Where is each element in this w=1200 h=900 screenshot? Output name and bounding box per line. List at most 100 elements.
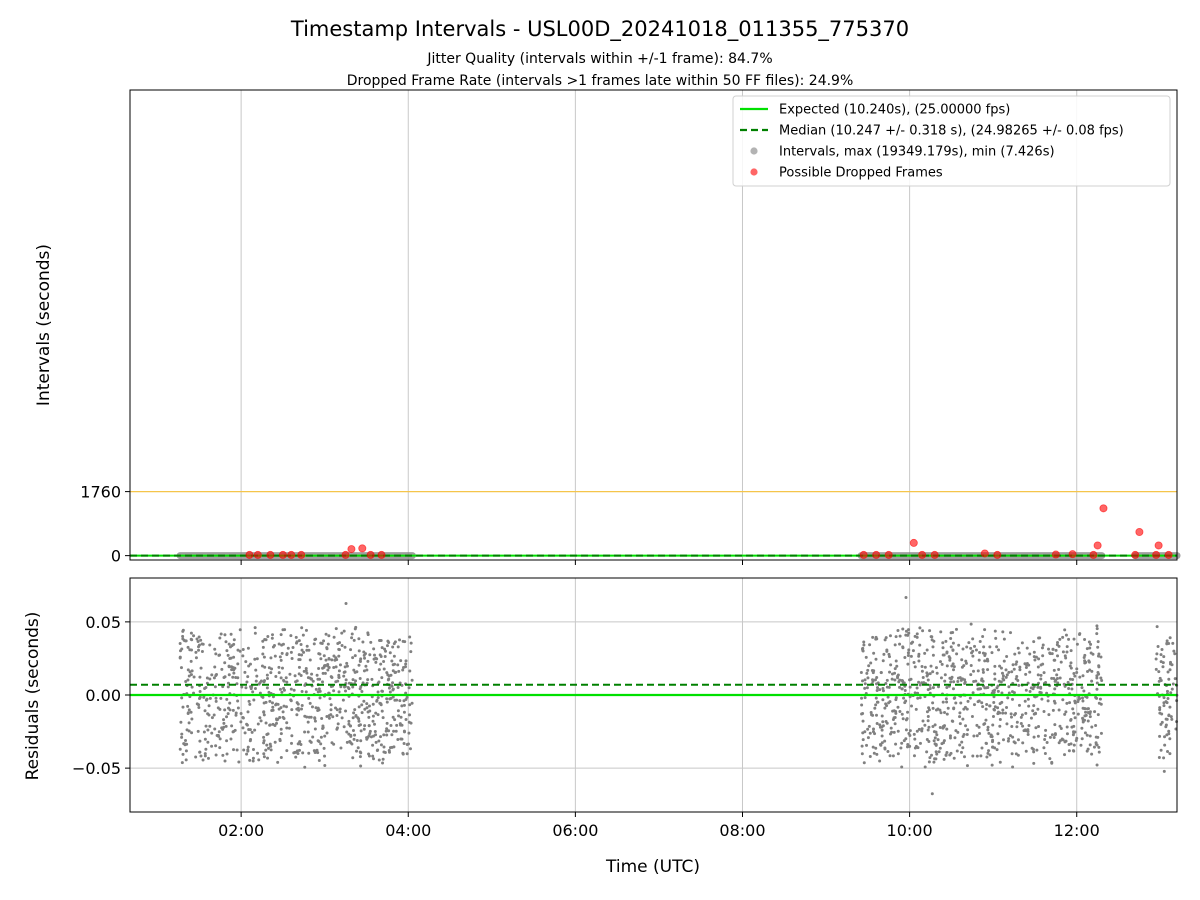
residual-point	[1096, 640, 1100, 644]
residual-point	[208, 724, 212, 728]
residual-point	[1083, 661, 1087, 665]
residual-point	[892, 730, 896, 734]
residual-point	[210, 716, 214, 720]
residual-point	[345, 730, 349, 734]
residual-point	[243, 731, 247, 735]
residual-point	[934, 730, 938, 734]
residual-point	[296, 751, 300, 755]
residual-point	[384, 729, 388, 733]
residual-point	[918, 741, 922, 745]
residual-point	[305, 671, 309, 675]
residual-point	[1010, 670, 1014, 674]
residual-point	[198, 739, 202, 743]
residual-point	[1024, 749, 1028, 753]
residual-point	[329, 703, 333, 707]
residual-point	[981, 651, 985, 655]
residual-point	[874, 713, 878, 717]
residual-point	[322, 746, 326, 750]
residual-point	[279, 727, 283, 731]
residual-point	[201, 642, 205, 646]
residual-point	[225, 752, 229, 756]
residual-point	[1169, 691, 1173, 695]
residual-point	[279, 676, 283, 680]
residual-point	[241, 654, 245, 658]
residual-point	[342, 674, 346, 678]
residual-point	[1159, 678, 1163, 682]
residual-point	[1056, 641, 1060, 645]
residual-point	[1037, 636, 1041, 640]
residual-point	[342, 725, 346, 729]
residual-point	[292, 688, 296, 692]
residual-point	[224, 724, 228, 728]
residual-point	[367, 704, 371, 708]
residual-point	[1064, 633, 1068, 637]
residual-point	[365, 706, 369, 710]
residual-point	[1057, 644, 1061, 648]
residual-point	[184, 738, 188, 742]
residual-point	[253, 631, 257, 635]
residual-point	[944, 697, 948, 701]
residual-point	[281, 710, 285, 714]
residual-point	[1055, 677, 1059, 681]
residual-point	[917, 652, 921, 656]
residual-point	[960, 740, 964, 744]
residual-point	[338, 663, 342, 667]
residual-point	[290, 734, 294, 738]
dropped-frame-point	[1051, 550, 1060, 559]
residual-point	[960, 658, 964, 662]
residual-point	[1066, 680, 1070, 684]
dropped-frame-point	[918, 550, 927, 559]
residual-point	[368, 729, 372, 733]
residual-point	[223, 759, 227, 763]
residual-point	[197, 703, 201, 707]
residual-point	[1081, 716, 1085, 720]
residual-point	[874, 657, 878, 661]
residual-point	[379, 743, 383, 747]
residual-point	[303, 765, 307, 769]
residual-point	[223, 708, 227, 712]
residual-point	[376, 696, 380, 700]
residual-point	[928, 687, 932, 691]
residual-point	[265, 673, 269, 677]
residual-point	[347, 687, 351, 691]
residual-point	[381, 689, 385, 693]
residual-point	[297, 653, 301, 657]
residual-point	[402, 729, 406, 733]
residual-point	[952, 756, 956, 760]
residual-point	[336, 641, 340, 645]
residual-point	[900, 687, 904, 691]
residual-point	[258, 716, 262, 720]
residual-point	[405, 695, 409, 699]
x-tick-label: 02:00	[218, 821, 264, 840]
residual-point	[344, 689, 348, 693]
residual-point	[1007, 685, 1011, 689]
residual-point	[299, 674, 303, 678]
residual-point	[262, 680, 266, 684]
residual-point	[914, 707, 918, 711]
residual-point	[200, 650, 204, 654]
residual-point	[1159, 748, 1163, 752]
residual-point	[381, 716, 385, 720]
intervals-panel: 0 1760 Intervals (seconds) Expected (10.2…	[34, 89, 1181, 566]
residual-point	[271, 705, 275, 709]
residual-point	[391, 681, 395, 685]
residual-point	[251, 690, 255, 694]
residual-point	[210, 731, 214, 735]
residual-point	[996, 684, 1000, 688]
residual-point	[225, 649, 229, 653]
residual-point	[400, 737, 404, 741]
residual-point	[940, 662, 944, 666]
residual-point	[1026, 697, 1030, 701]
residual-point	[262, 710, 266, 714]
residual-point	[300, 648, 304, 652]
residual-point	[1168, 752, 1172, 756]
residual-point	[295, 749, 299, 753]
residual-point	[301, 751, 305, 755]
residual-point	[353, 654, 357, 658]
residual-point	[181, 634, 185, 638]
residual-point	[210, 744, 214, 748]
residual-point	[365, 668, 369, 672]
residual-point	[330, 741, 334, 745]
residual-point	[942, 739, 946, 743]
residual-point	[329, 708, 333, 712]
